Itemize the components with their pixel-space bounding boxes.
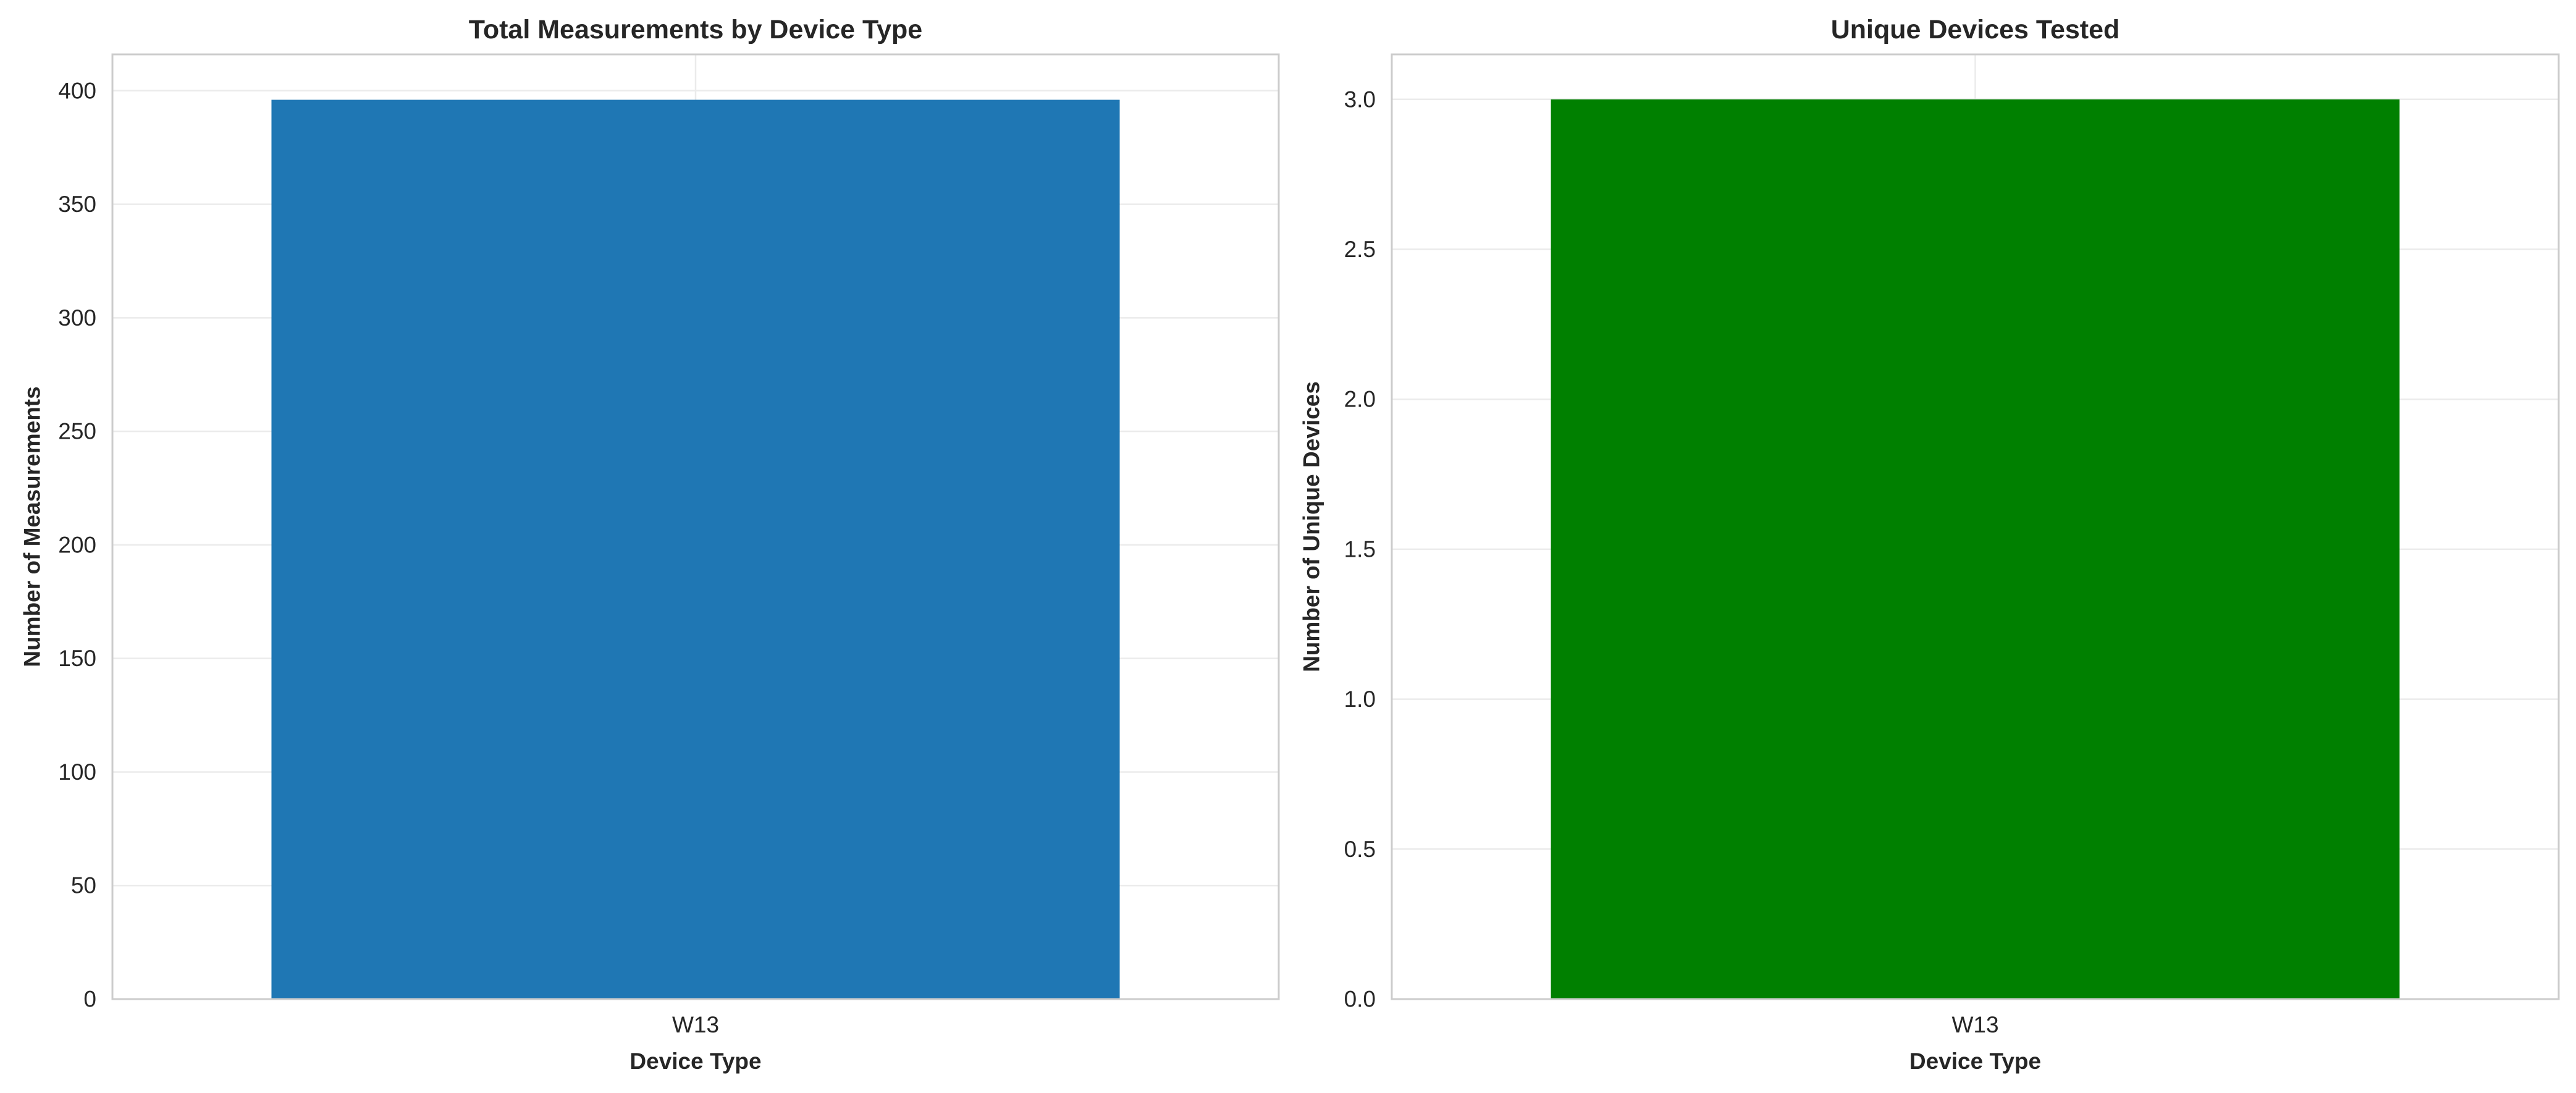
x-tick-label: W13	[1951, 1012, 1998, 1037]
y-axis-label: Number of Measurements	[20, 386, 45, 667]
y-tick-label: 400	[58, 78, 96, 103]
y-tick-label: 1.5	[1344, 536, 1376, 562]
y-tick-label: 0.5	[1344, 837, 1376, 862]
y-tick-label: 350	[58, 192, 96, 217]
y-tick-label: 250	[58, 419, 96, 444]
plot-frame	[1391, 53, 2560, 1000]
x-axis-label: Device Type	[629, 1049, 761, 1074]
bar-w13	[271, 99, 1120, 999]
y-tick-label: 150	[58, 646, 96, 671]
plot-frame	[111, 53, 1280, 1000]
y-tick-label: 50	[71, 873, 96, 898]
y-tick-label: 2.5	[1344, 237, 1376, 262]
y-tick-label: 200	[58, 532, 96, 557]
y-tick-label: 3.0	[1344, 87, 1376, 112]
chart-total-measurements: 0 50 100 150 200 250 300 350 400 W13 Total Measure…	[20, 15, 1280, 1074]
y-tick-label: 300	[58, 305, 96, 331]
y-tick-label: 0.0	[1344, 987, 1376, 1012]
y-axis-label: Number of Unique Devices	[1299, 381, 1324, 672]
bar-w13	[1551, 99, 2400, 999]
y-tick-label: 1.0	[1344, 686, 1376, 712]
chart-unique-devices: 0.0 0.5 1.0 1.5 2.0 2.5 3.0 W13 Unique Devices T…	[1299, 15, 2560, 1074]
y-tick-label: 100	[58, 759, 96, 785]
x-axis-label: Device Type	[1909, 1049, 2041, 1074]
x-tick-label: W13	[672, 1012, 719, 1037]
y-tick-label: 0	[83, 987, 96, 1012]
y-tick-label: 2.0	[1344, 387, 1376, 412]
chart-title: Unique Devices Tested	[1831, 15, 2120, 44]
chart-title: Total Measurements by Device Type	[469, 15, 922, 44]
